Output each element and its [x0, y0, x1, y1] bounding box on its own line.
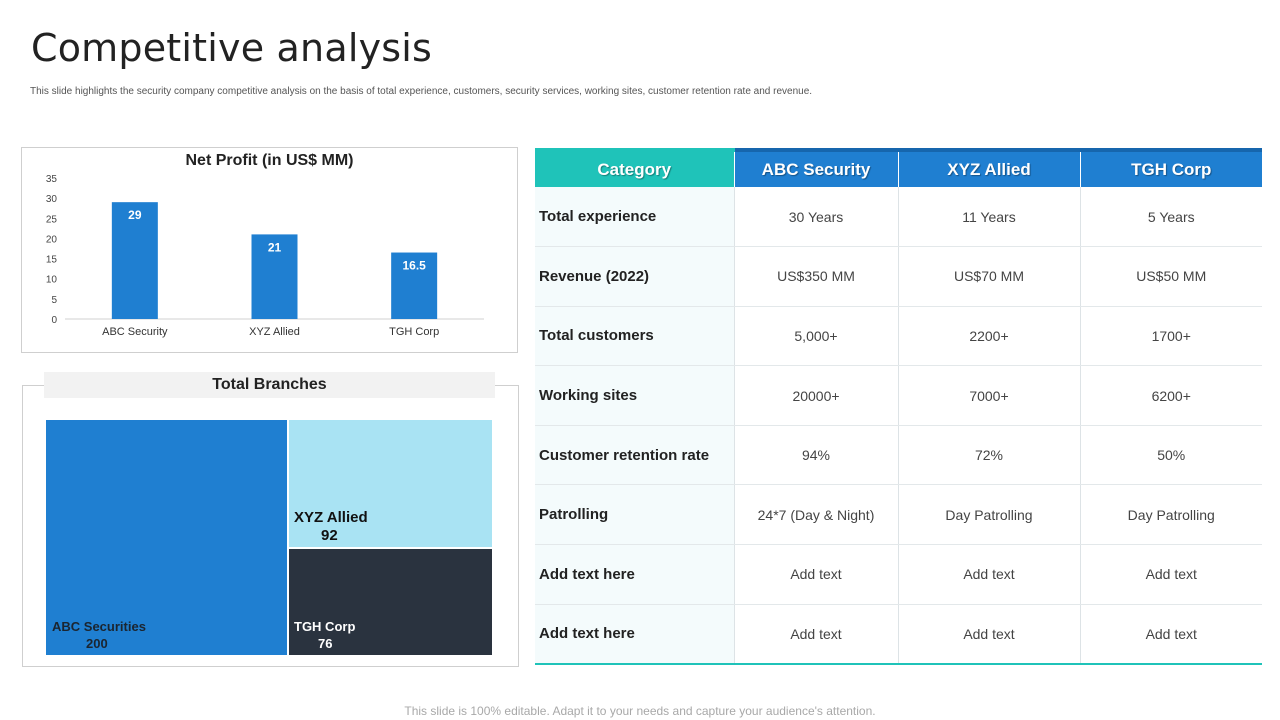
table-cell: 24*7 (Day & Night): [733, 484, 898, 546]
table-cell: 2200+: [897, 306, 1080, 367]
y-tick-label: 25: [46, 214, 58, 225]
table-header-row: Category ABC Security XYZ Allied TGH Cor…: [535, 148, 1262, 187]
net-profit-chart-title: Net Profit (in US$ MM): [185, 152, 354, 169]
table-cell: Add text: [1079, 544, 1262, 605]
treemap-value-xyz-allied: 92: [321, 527, 338, 544]
treemap-label-tgh-corp: TGH Corp: [294, 619, 356, 634]
table-cell: 94%: [733, 425, 898, 486]
row-label: Revenue (2022): [535, 246, 734, 307]
table-cell: 11 Years: [897, 187, 1080, 248]
table-cell: Add text: [897, 544, 1080, 605]
y-tick-label: 10: [46, 275, 58, 286]
bar-xyz-allied: [251, 234, 298, 319]
header-tgh-corp: TGH Corp: [1079, 148, 1262, 187]
table-cell: 5,000+: [733, 306, 898, 367]
net-profit-panel: [21, 147, 518, 353]
y-tick-label: 35: [46, 174, 58, 185]
page-title: Competitive analysis: [31, 26, 433, 70]
table-cell: Add text: [1079, 604, 1262, 665]
table-cell: Add text: [733, 544, 898, 605]
bar-value-label: 21: [268, 240, 282, 254]
table-row: Revenue (2022) US$350 MM US$70 MM US$50 …: [535, 246, 1262, 307]
table-cell: 5 Years: [1079, 187, 1262, 248]
table-cell: US$50 MM: [1079, 246, 1262, 307]
row-label: Add text here: [535, 544, 734, 605]
row-label: Working sites: [535, 365, 734, 426]
footer-note: This slide is 100% editable. Adapt it to…: [404, 704, 876, 718]
table-cell: US$70 MM: [897, 246, 1080, 307]
treemap-value-abc-securities: 200: [86, 636, 108, 651]
table-row: Working sites 20000+ 7000+ 6200+: [535, 365, 1262, 426]
table-cell: Day Patrolling: [897, 484, 1080, 546]
x-tick-label: ABC Security: [102, 326, 168, 338]
y-tick-label: 5: [51, 295, 57, 306]
row-label: Total customers: [535, 306, 734, 367]
table-row: Add text here Add text Add text Add text: [535, 544, 1262, 605]
table-cell: Day Patrolling: [1079, 484, 1262, 546]
table-cell: 72%: [897, 425, 1080, 486]
bar-tgh-corp: [391, 252, 438, 319]
table-cell: 20000+: [733, 365, 898, 426]
x-tick-label: TGH Corp: [389, 326, 439, 338]
treemap-block-abc-securities: ABC Securities 200: [46, 420, 287, 655]
treemap-block-tgh-corp: TGH Corp 76: [289, 549, 492, 655]
net-profit-chart: 0 5 10 15 20 25 30 35 29 ABC Security 21 XYZ Allied…: [46, 174, 484, 338]
x-tick-label: XYZ Allied: [249, 326, 300, 338]
table-row: Add text here Add text Add text Add text: [535, 604, 1262, 665]
row-label: Patrolling: [535, 484, 734, 546]
bar-value-label: 29: [128, 208, 142, 222]
table-cell: Add text: [897, 604, 1080, 665]
table-row: Customer retention rate 94% 72% 50%: [535, 425, 1262, 486]
header-category: Category: [535, 148, 734, 187]
header-abc-security: ABC Security: [733, 148, 898, 187]
table-row: Patrolling 24*7 (Day & Night) Day Patrol…: [535, 484, 1262, 546]
row-label: Add text here: [535, 604, 734, 665]
bar-value-label: 16.5: [402, 259, 426, 273]
page-subtitle: This slide highlights the security compa…: [30, 86, 813, 97]
table-row: Total customers 5,000+ 2200+ 1700+: [535, 306, 1262, 367]
table-cell: 50%: [1079, 425, 1262, 486]
table-cell: 30 Years: [733, 187, 898, 248]
header-xyz-allied: XYZ Allied: [897, 148, 1080, 187]
row-label: Customer retention rate: [535, 425, 734, 486]
bar-abc-security: [111, 202, 158, 319]
table-cell: 1700+: [1079, 306, 1262, 367]
treemap-value-tgh-corp: 76: [318, 636, 333, 651]
table-cell: 6200+: [1079, 365, 1262, 426]
table-row: Total experience 30 Years 11 Years 5 Yea…: [535, 187, 1262, 248]
table-cell: 7000+: [897, 365, 1080, 426]
row-label: Total experience: [535, 187, 734, 248]
y-tick-label: 20: [46, 234, 58, 245]
total-branches-title: Total Branches: [44, 372, 495, 398]
treemap-block-xyz-allied: XYZ Allied 92: [289, 420, 492, 547]
table-cell: Add text: [733, 604, 898, 665]
comparison-table: Category ABC Security XYZ Allied TGH Cor…: [535, 148, 1262, 665]
table-cell: US$350 MM: [733, 246, 898, 307]
treemap-label-xyz-allied: XYZ Allied: [294, 509, 368, 526]
treemap-label-abc-securities: ABC Securities: [52, 619, 146, 634]
y-tick-label: 30: [46, 194, 58, 205]
y-tick-label: 0: [51, 315, 57, 326]
y-tick-label: 15: [46, 255, 58, 266]
